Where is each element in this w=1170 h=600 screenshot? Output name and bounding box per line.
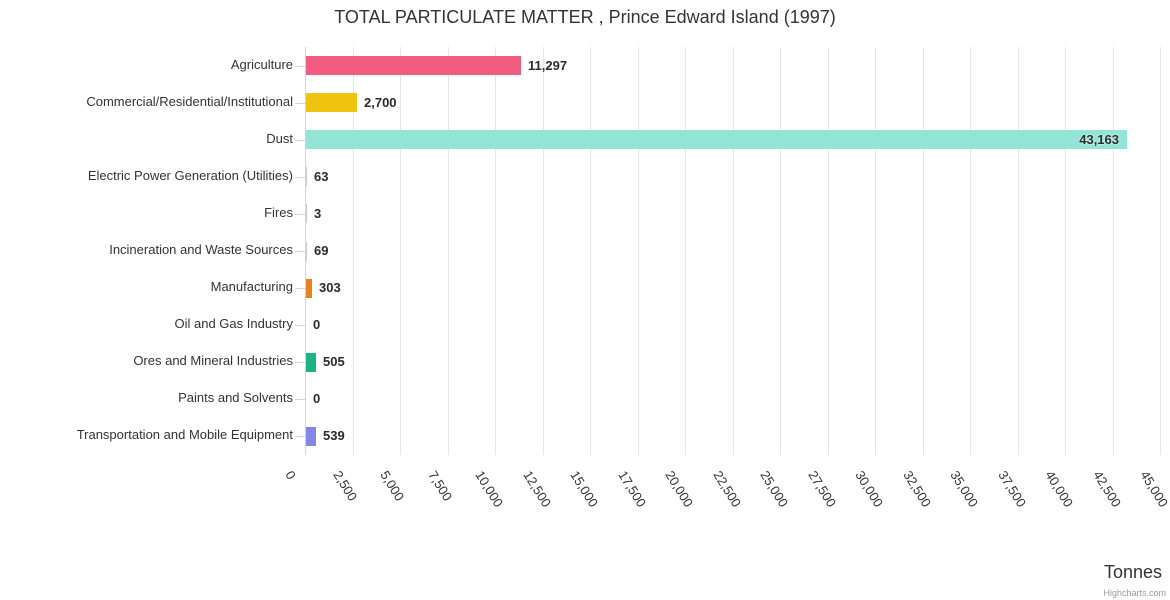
- value-axis-tick-label: 40,000: [1042, 468, 1077, 510]
- value-label: 3: [314, 206, 322, 221]
- value-axis-tick-label: 0: [282, 468, 299, 483]
- category-label: Manufacturing: [210, 279, 293, 294]
- category-label: Ores and Mineral Industries: [133, 353, 293, 368]
- gridline: [875, 47, 877, 455]
- gridline: [400, 47, 402, 455]
- category-label: Commercial/Residential/Institutional: [86, 94, 293, 109]
- bar-manufacturing[interactable]: [306, 279, 312, 298]
- value-axis-tick-label: 2,500: [329, 468, 360, 504]
- category-tick: [295, 399, 305, 400]
- value-axis-title: Tonnes: [1103, 562, 1162, 582]
- gridline: [495, 47, 497, 455]
- gridline: [970, 47, 972, 455]
- value-axis-tick-label: 35,000: [947, 468, 982, 510]
- category-tick: [295, 325, 305, 326]
- gridline: [1160, 47, 1162, 455]
- category-label: Oil and Gas Industry: [174, 316, 294, 331]
- category-label: Incineration and Waste Sources: [109, 242, 293, 257]
- category-label: Paints and Solvents: [178, 390, 293, 405]
- bar-ores-and-mineral-industries[interactable]: [306, 353, 316, 372]
- highcharts-credit-link[interactable]: Highcharts.com: [1103, 588, 1166, 598]
- value-label: 505: [323, 354, 345, 369]
- value-axis-tick-label: 27,500: [805, 468, 839, 510]
- value-label: 11,297: [528, 58, 568, 73]
- bar-dust[interactable]: [306, 130, 1127, 149]
- gridline: [827, 47, 829, 455]
- category-tick: [295, 103, 305, 104]
- value-axis-tick-label: 22,500: [710, 468, 744, 510]
- bar-incineration-and-waste-sources[interactable]: [306, 242, 307, 261]
- value-axis-tick-label: 12,500: [519, 468, 554, 510]
- value-axis-tick-label: 5,000: [377, 468, 408, 504]
- value-label: 43,163: [1079, 132, 1119, 147]
- category-tick: [295, 140, 305, 141]
- value-label: 2,700: [364, 95, 397, 110]
- value-axis-tick-label: 10,000: [472, 468, 507, 510]
- gridline: [542, 47, 544, 455]
- value-label: 69: [314, 243, 329, 258]
- category-label: Dust: [266, 131, 293, 146]
- value-label: 539: [323, 428, 345, 443]
- bar-agriculture[interactable]: [306, 56, 521, 75]
- gridline: [352, 47, 354, 455]
- value-axis-tick-label: 37,500: [995, 468, 1029, 510]
- gridline: [590, 47, 592, 455]
- value-axis-tick-label: 17,500: [614, 468, 649, 510]
- value-axis-tick-label: 25,000: [757, 468, 792, 510]
- gridline: [922, 47, 924, 455]
- chart-title: TOTAL PARTICULATE MATTER , Prince Edward…: [334, 7, 836, 27]
- gridline: [1112, 47, 1114, 455]
- gridline: [1065, 47, 1067, 455]
- category-tick: [295, 177, 305, 178]
- category-label: Transportation and Mobile Equipment: [76, 427, 293, 442]
- value-axis-tick-label: 15,000: [567, 468, 602, 510]
- category-tick: [295, 251, 305, 252]
- category-tick: [295, 436, 305, 437]
- value-axis-tick-label: 20,000: [662, 468, 697, 510]
- category-axis-line: [305, 47, 306, 455]
- gridline: [447, 47, 449, 455]
- value-axis-tick-label: 42,500: [1090, 468, 1125, 510]
- bar-transportation-and-mobile-equipment[interactable]: [306, 427, 316, 446]
- gridline: [637, 47, 639, 455]
- gridline: [732, 47, 734, 455]
- category-label: Electric Power Generation (Utilities): [87, 168, 293, 183]
- gridline: [1017, 47, 1019, 455]
- value-label: 0: [313, 391, 321, 406]
- category-label: Fires: [264, 205, 293, 220]
- value-axis-tick-label: 45,000: [1137, 468, 1170, 510]
- value-axis-tick-label: 30,000: [852, 468, 887, 510]
- value-axis-tick-label: 32,500: [900, 468, 934, 510]
- category-tick: [295, 214, 305, 215]
- value-label: 303: [319, 280, 341, 295]
- bar-electric-power-generation-utilities-[interactable]: [306, 167, 307, 186]
- value-label: 0: [313, 317, 321, 332]
- gridline: [780, 47, 782, 455]
- bar-commercial-residential-institutional[interactable]: [306, 93, 357, 112]
- category-tick: [295, 288, 305, 289]
- category-tick: [295, 362, 305, 363]
- value-axis-tick-label: 7,500: [424, 468, 455, 504]
- category-tick: [295, 66, 305, 67]
- bar-fires[interactable]: [306, 204, 307, 223]
- value-label: 63: [314, 169, 329, 184]
- gridline: [685, 47, 687, 455]
- category-label: Agriculture: [230, 57, 293, 72]
